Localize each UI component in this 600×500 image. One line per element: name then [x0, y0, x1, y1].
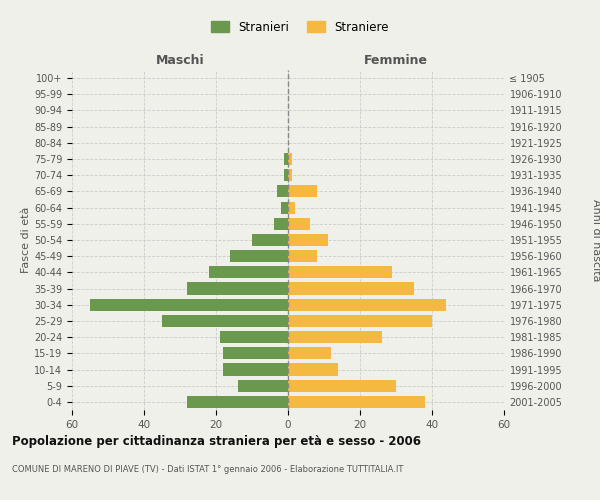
Bar	[288, 266, 392, 278]
Text: Maschi: Maschi	[155, 54, 205, 67]
Bar	[238, 380, 288, 392]
Text: Popolazione per cittadinanza straniera per età e sesso - 2006: Popolazione per cittadinanza straniera p…	[12, 435, 421, 448]
Bar	[288, 331, 382, 343]
Text: COMUNE DI MARENO DI PIAVE (TV) - Dati ISTAT 1° gennaio 2006 - Elaborazione TUTTI: COMUNE DI MARENO DI PIAVE (TV) - Dati IS…	[12, 465, 403, 474]
Bar	[187, 282, 288, 294]
Bar	[288, 348, 331, 360]
Bar	[252, 234, 288, 246]
Bar	[284, 153, 288, 165]
Bar	[288, 186, 317, 198]
Bar	[288, 364, 338, 376]
Bar	[288, 234, 328, 246]
Legend: Stranieri, Straniere: Stranieri, Straniere	[206, 16, 394, 38]
Y-axis label: Fasce di età: Fasce di età	[21, 207, 31, 273]
Bar	[288, 202, 295, 213]
Bar	[274, 218, 288, 230]
Bar	[223, 348, 288, 360]
Bar	[284, 169, 288, 181]
Bar	[162, 315, 288, 327]
Bar	[90, 298, 288, 311]
Bar	[277, 186, 288, 198]
Bar	[288, 153, 292, 165]
Bar	[220, 331, 288, 343]
Bar	[288, 380, 396, 392]
Bar	[288, 282, 414, 294]
Bar	[288, 298, 446, 311]
Y-axis label: Anni di nascita: Anni di nascita	[591, 198, 600, 281]
Bar	[209, 266, 288, 278]
Bar	[223, 364, 288, 376]
Bar	[288, 218, 310, 230]
Bar	[230, 250, 288, 262]
Text: Femmine: Femmine	[364, 54, 428, 67]
Bar	[288, 396, 425, 408]
Bar	[288, 250, 317, 262]
Bar	[187, 396, 288, 408]
Bar	[288, 169, 292, 181]
Bar	[281, 202, 288, 213]
Bar	[288, 315, 432, 327]
